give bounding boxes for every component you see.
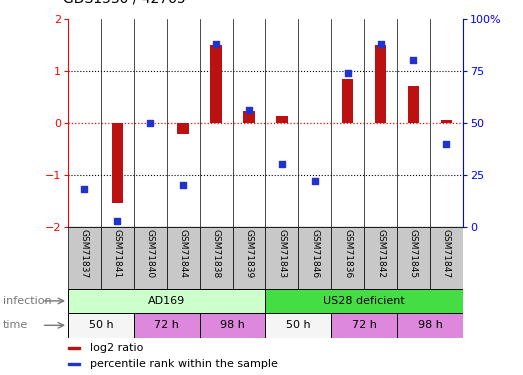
Bar (430, 227, 463, 289)
Text: 72 h: 72 h (351, 320, 377, 330)
Bar (134, 227, 167, 289)
Point (344, 70, 352, 76)
Text: 98 h: 98 h (220, 320, 245, 330)
Bar (68, 347, 80, 349)
Text: GSM71847: GSM71847 (442, 229, 451, 278)
Bar (134, 313, 200, 338)
Text: GSM71839: GSM71839 (244, 229, 254, 278)
Point (442, 141, 451, 147)
Text: GSM71846: GSM71846 (310, 229, 319, 278)
Text: time: time (3, 320, 28, 330)
Bar (243, 111, 255, 123)
Text: 72 h: 72 h (154, 320, 179, 330)
Text: log2 ratio: log2 ratio (90, 343, 143, 353)
Point (146, 120, 154, 126)
Bar (266, 227, 298, 289)
Bar (408, 86, 419, 123)
Bar (397, 313, 463, 338)
Text: AD169: AD169 (148, 296, 185, 306)
Bar (101, 227, 134, 289)
Bar (111, 123, 123, 204)
Bar (375, 45, 386, 123)
Point (113, 217, 121, 223)
Bar (331, 227, 364, 289)
Bar (331, 313, 397, 338)
Bar (233, 227, 266, 289)
Text: GSM71837: GSM71837 (80, 229, 89, 278)
Text: GSM71841: GSM71841 (113, 229, 122, 278)
Bar (397, 227, 430, 289)
Bar (68, 227, 101, 289)
Text: GSM71840: GSM71840 (146, 229, 155, 278)
Text: GSM71836: GSM71836 (343, 229, 352, 278)
Bar (276, 116, 288, 123)
Point (212, 41, 220, 47)
Text: GSM71843: GSM71843 (277, 229, 287, 278)
Bar (441, 120, 452, 123)
Bar (266, 289, 463, 313)
Text: 50 h: 50 h (88, 320, 113, 330)
Bar (364, 227, 397, 289)
Text: 98 h: 98 h (417, 320, 442, 330)
Point (311, 178, 319, 184)
Point (377, 41, 385, 47)
Bar (200, 227, 233, 289)
Point (278, 161, 286, 167)
Point (245, 107, 253, 113)
Text: GSM71842: GSM71842 (376, 229, 385, 278)
Text: 50 h: 50 h (286, 320, 311, 330)
Bar (167, 227, 200, 289)
Bar (177, 123, 189, 134)
Bar (298, 227, 331, 289)
Point (410, 57, 418, 63)
Bar (342, 79, 354, 123)
Text: GDS1530 / 42765: GDS1530 / 42765 (63, 0, 185, 6)
Text: GSM71845: GSM71845 (409, 229, 418, 278)
Point (80, 186, 88, 192)
Text: infection: infection (3, 296, 51, 306)
Point (179, 182, 187, 188)
Text: GSM71838: GSM71838 (212, 229, 221, 278)
Bar (266, 313, 331, 338)
Bar (68, 289, 266, 313)
Bar (68, 313, 134, 338)
Bar (68, 363, 80, 365)
Text: percentile rank within the sample: percentile rank within the sample (90, 359, 278, 369)
Bar (210, 45, 222, 123)
Text: GSM71844: GSM71844 (179, 229, 188, 278)
Bar (200, 313, 266, 338)
Text: US28 deficient: US28 deficient (323, 296, 405, 306)
